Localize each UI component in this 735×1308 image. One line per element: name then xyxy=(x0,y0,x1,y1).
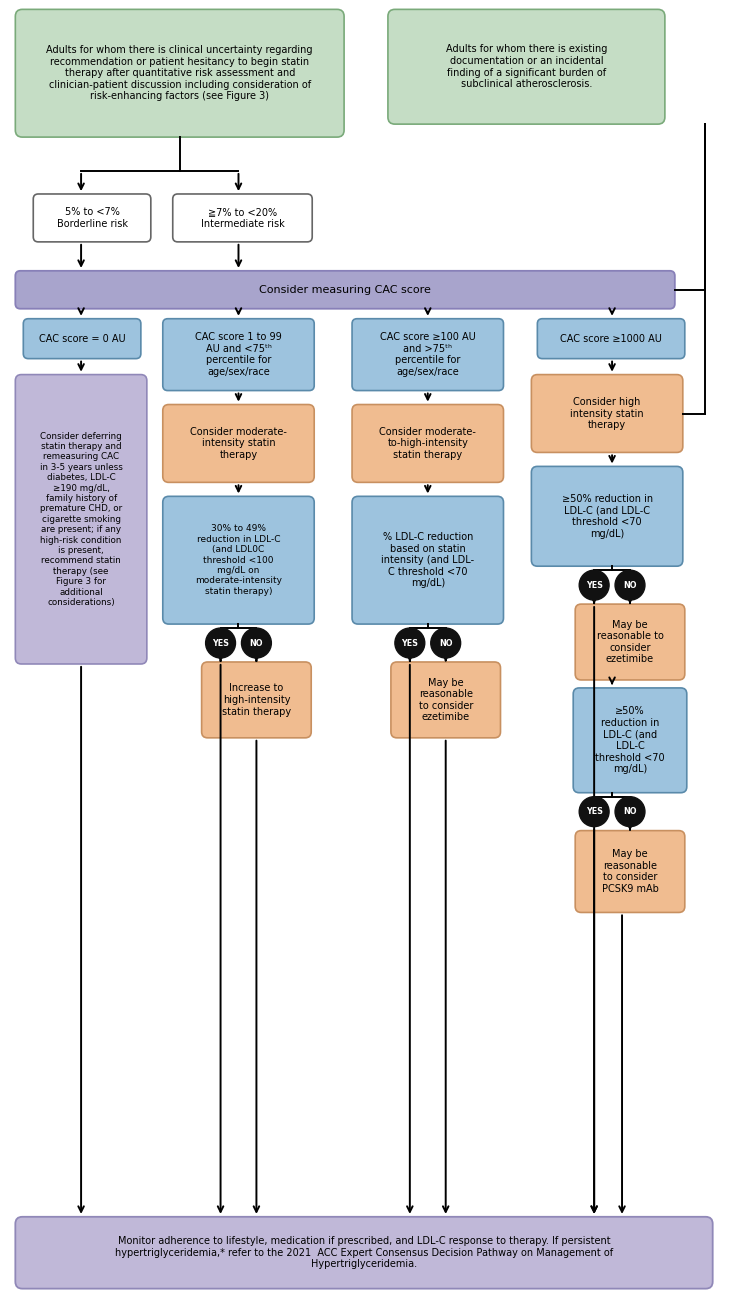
Text: Consider high
intensity statin
therapy: Consider high intensity statin therapy xyxy=(570,396,644,430)
FancyBboxPatch shape xyxy=(162,319,314,391)
FancyBboxPatch shape xyxy=(24,319,141,358)
Text: ≥50%
reduction in
LDL-C (and
LDL-C
threshold <70
mg/dL): ≥50% reduction in LDL-C (and LDL-C thres… xyxy=(595,706,665,774)
FancyBboxPatch shape xyxy=(15,271,675,309)
FancyBboxPatch shape xyxy=(391,662,501,738)
FancyBboxPatch shape xyxy=(33,194,151,242)
Text: Consider moderate-
to-high-intensity
statin therapy: Consider moderate- to-high-intensity sta… xyxy=(379,426,476,460)
Circle shape xyxy=(395,628,425,658)
Text: 30% to 49%
reduction in LDL-C
(and LDL0C
threshold <100
mg/dL on
moderate-intens: 30% to 49% reduction in LDL-C (and LDL0C… xyxy=(195,525,282,596)
Text: Adults for whom there is existing
documentation or an incidental
finding of a si: Adults for whom there is existing docume… xyxy=(445,44,607,89)
Text: YES: YES xyxy=(212,638,229,647)
Text: May be
reasonable
to consider
ezetimibe: May be reasonable to consider ezetimibe xyxy=(418,678,473,722)
Circle shape xyxy=(206,628,235,658)
Text: YES: YES xyxy=(401,638,418,647)
FancyBboxPatch shape xyxy=(15,374,147,664)
FancyBboxPatch shape xyxy=(531,374,683,453)
Text: NO: NO xyxy=(439,638,453,647)
Text: CAC score 1 to 99
AU and <75ᵗʰ
percentile for
age/sex/race: CAC score 1 to 99 AU and <75ᵗʰ percentil… xyxy=(195,332,282,377)
Text: Consider measuring CAC score: Consider measuring CAC score xyxy=(259,285,431,294)
Text: Consider deferring
statin therapy and
remeasuring CAC
in 3-5 years unless
diabet: Consider deferring statin therapy and re… xyxy=(40,432,123,607)
Text: Increase to
high-intensity
statin therapy: Increase to high-intensity statin therap… xyxy=(222,683,291,717)
Text: May be
reasonable
to consider
PCSK9 mAb: May be reasonable to consider PCSK9 mAb xyxy=(601,849,659,893)
Text: ≥50% reduction in
LDL-C (and LDL-C
threshold <70
mg/dL): ≥50% reduction in LDL-C (and LDL-C thres… xyxy=(562,494,653,539)
Circle shape xyxy=(615,797,645,827)
FancyBboxPatch shape xyxy=(173,194,312,242)
FancyBboxPatch shape xyxy=(388,9,665,124)
Text: NO: NO xyxy=(623,807,637,816)
FancyBboxPatch shape xyxy=(573,688,686,793)
FancyBboxPatch shape xyxy=(162,404,314,483)
FancyBboxPatch shape xyxy=(162,496,314,624)
Text: NO: NO xyxy=(250,638,263,647)
Text: CAC score ≥1000 AU: CAC score ≥1000 AU xyxy=(560,334,662,344)
Circle shape xyxy=(431,628,461,658)
Text: YES: YES xyxy=(586,807,603,816)
FancyBboxPatch shape xyxy=(576,831,685,913)
Text: YES: YES xyxy=(586,581,603,590)
Text: % LDL-C reduction
based on statin
intensity (and LDL-
C threshold <70
mg/dL): % LDL-C reduction based on statin intens… xyxy=(381,532,474,589)
Text: ≧7% to <20%
Intermediate risk: ≧7% to <20% Intermediate risk xyxy=(201,207,284,229)
Text: Consider moderate-
intensity statin
therapy: Consider moderate- intensity statin ther… xyxy=(190,426,287,460)
Text: CAC score ≥100 AU
and >75ᵗʰ
percentile for
age/sex/race: CAC score ≥100 AU and >75ᵗʰ percentile f… xyxy=(380,332,476,377)
Text: NO: NO xyxy=(623,581,637,590)
Circle shape xyxy=(242,628,271,658)
FancyBboxPatch shape xyxy=(352,319,503,391)
Circle shape xyxy=(579,797,609,827)
Text: May be
reasonable to
consider
ezetimibe: May be reasonable to consider ezetimibe xyxy=(597,620,664,664)
Text: Adults for whom there is clinical uncertainty regarding
recommendation or patien: Adults for whom there is clinical uncert… xyxy=(46,44,313,102)
Circle shape xyxy=(579,570,609,600)
FancyBboxPatch shape xyxy=(352,404,503,483)
Text: Monitor adherence to lifestyle, medication if prescribed, and LDL-C response to : Monitor adherence to lifestyle, medicati… xyxy=(115,1236,613,1269)
FancyBboxPatch shape xyxy=(537,319,685,358)
FancyBboxPatch shape xyxy=(15,1216,713,1288)
Text: 5% to <7%
Borderline risk: 5% to <7% Borderline risk xyxy=(57,207,128,229)
Text: CAC score = 0 AU: CAC score = 0 AU xyxy=(39,334,126,344)
FancyBboxPatch shape xyxy=(201,662,311,738)
Circle shape xyxy=(615,570,645,600)
FancyBboxPatch shape xyxy=(15,9,344,137)
FancyBboxPatch shape xyxy=(531,467,683,566)
FancyBboxPatch shape xyxy=(576,604,685,680)
FancyBboxPatch shape xyxy=(352,496,503,624)
